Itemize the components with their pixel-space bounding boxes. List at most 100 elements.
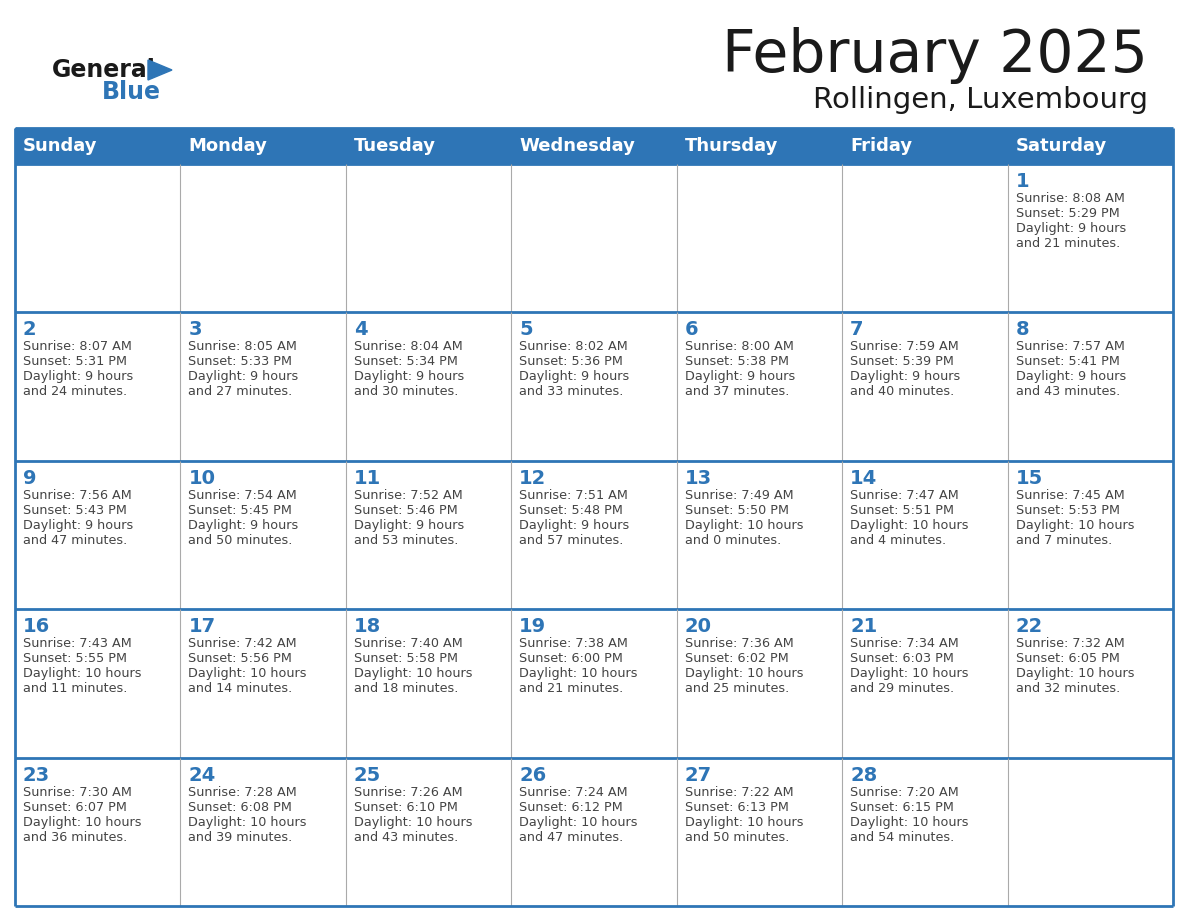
Text: 5: 5: [519, 320, 533, 340]
Text: Sunset: 6:00 PM: Sunset: 6:00 PM: [519, 652, 624, 666]
Text: and 37 minutes.: and 37 minutes.: [684, 386, 789, 398]
Text: Sunset: 5:48 PM: Sunset: 5:48 PM: [519, 504, 624, 517]
Text: Sunset: 5:36 PM: Sunset: 5:36 PM: [519, 355, 624, 368]
Text: Sunrise: 8:04 AM: Sunrise: 8:04 AM: [354, 341, 462, 353]
Text: Daylight: 9 hours: Daylight: 9 hours: [1016, 370, 1126, 384]
Text: Daylight: 10 hours: Daylight: 10 hours: [519, 815, 638, 829]
Text: 17: 17: [189, 617, 215, 636]
Text: Sunrise: 7:52 AM: Sunrise: 7:52 AM: [354, 488, 462, 502]
Text: Sunset: 5:50 PM: Sunset: 5:50 PM: [684, 504, 789, 517]
Text: Daylight: 9 hours: Daylight: 9 hours: [23, 370, 133, 384]
Text: Sunrise: 7:20 AM: Sunrise: 7:20 AM: [851, 786, 959, 799]
Polygon shape: [148, 60, 172, 80]
Text: Daylight: 10 hours: Daylight: 10 hours: [684, 667, 803, 680]
Text: Sunset: 6:05 PM: Sunset: 6:05 PM: [1016, 652, 1119, 666]
Text: Sunrise: 8:07 AM: Sunrise: 8:07 AM: [23, 341, 132, 353]
Text: 24: 24: [189, 766, 216, 785]
Text: Daylight: 10 hours: Daylight: 10 hours: [1016, 519, 1135, 532]
Text: and 21 minutes.: and 21 minutes.: [519, 682, 624, 695]
Text: and 29 minutes.: and 29 minutes.: [851, 682, 954, 695]
Text: Rollingen, Luxembourg: Rollingen, Luxembourg: [813, 86, 1148, 114]
Text: Sunrise: 7:43 AM: Sunrise: 7:43 AM: [23, 637, 132, 650]
Text: Sunrise: 7:54 AM: Sunrise: 7:54 AM: [189, 488, 297, 502]
Text: Daylight: 9 hours: Daylight: 9 hours: [23, 519, 133, 532]
Text: Daylight: 10 hours: Daylight: 10 hours: [851, 815, 968, 829]
Text: Sunrise: 7:40 AM: Sunrise: 7:40 AM: [354, 637, 462, 650]
Text: and 4 minutes.: and 4 minutes.: [851, 533, 947, 547]
Text: Daylight: 10 hours: Daylight: 10 hours: [189, 667, 307, 680]
Text: 13: 13: [684, 469, 712, 487]
Text: and 39 minutes.: and 39 minutes.: [189, 831, 292, 844]
Text: and 50 minutes.: and 50 minutes.: [684, 831, 789, 844]
Text: Daylight: 10 hours: Daylight: 10 hours: [23, 667, 141, 680]
Text: Sunset: 5:34 PM: Sunset: 5:34 PM: [354, 355, 457, 368]
Text: Sunset: 6:10 PM: Sunset: 6:10 PM: [354, 800, 457, 813]
Text: Sunset: 5:39 PM: Sunset: 5:39 PM: [851, 355, 954, 368]
Text: Sunset: 5:33 PM: Sunset: 5:33 PM: [189, 355, 292, 368]
Text: and 53 minutes.: and 53 minutes.: [354, 533, 459, 547]
Text: Sunset: 5:46 PM: Sunset: 5:46 PM: [354, 504, 457, 517]
Text: Sunrise: 7:36 AM: Sunrise: 7:36 AM: [684, 637, 794, 650]
Text: Daylight: 10 hours: Daylight: 10 hours: [851, 519, 968, 532]
Text: Sunset: 6:07 PM: Sunset: 6:07 PM: [23, 800, 127, 813]
Text: Sunset: 6:12 PM: Sunset: 6:12 PM: [519, 800, 623, 813]
Text: Wednesday: Wednesday: [519, 137, 636, 155]
Text: and 47 minutes.: and 47 minutes.: [23, 533, 127, 547]
Text: Sunset: 5:56 PM: Sunset: 5:56 PM: [189, 652, 292, 666]
Text: Sunset: 5:53 PM: Sunset: 5:53 PM: [1016, 504, 1119, 517]
Text: Daylight: 10 hours: Daylight: 10 hours: [851, 667, 968, 680]
Text: Sunset: 6:08 PM: Sunset: 6:08 PM: [189, 800, 292, 813]
Text: 14: 14: [851, 469, 878, 487]
Text: Sunrise: 7:34 AM: Sunrise: 7:34 AM: [851, 637, 959, 650]
Text: Daylight: 10 hours: Daylight: 10 hours: [519, 667, 638, 680]
Text: Tuesday: Tuesday: [354, 137, 436, 155]
Text: 25: 25: [354, 766, 381, 785]
Text: 16: 16: [23, 617, 50, 636]
Text: Daylight: 9 hours: Daylight: 9 hours: [851, 370, 960, 384]
Text: Monday: Monday: [189, 137, 267, 155]
Text: and 54 minutes.: and 54 minutes.: [851, 831, 954, 844]
Text: and 47 minutes.: and 47 minutes.: [519, 831, 624, 844]
Text: Sunrise: 7:30 AM: Sunrise: 7:30 AM: [23, 786, 132, 799]
Text: and 33 minutes.: and 33 minutes.: [519, 386, 624, 398]
Text: Sunrise: 8:00 AM: Sunrise: 8:00 AM: [684, 341, 794, 353]
Text: Sunrise: 7:45 AM: Sunrise: 7:45 AM: [1016, 488, 1124, 502]
Text: Sunrise: 8:02 AM: Sunrise: 8:02 AM: [519, 341, 628, 353]
Text: 22: 22: [1016, 617, 1043, 636]
Text: and 30 minutes.: and 30 minutes.: [354, 386, 459, 398]
Text: Sunrise: 7:38 AM: Sunrise: 7:38 AM: [519, 637, 628, 650]
Text: Daylight: 10 hours: Daylight: 10 hours: [189, 815, 307, 829]
Text: and 11 minutes.: and 11 minutes.: [23, 682, 127, 695]
Text: General: General: [52, 58, 156, 82]
Text: Daylight: 9 hours: Daylight: 9 hours: [519, 370, 630, 384]
Text: 6: 6: [684, 320, 699, 340]
Text: 15: 15: [1016, 469, 1043, 487]
Text: and 40 minutes.: and 40 minutes.: [851, 386, 954, 398]
Text: Sunrise: 7:51 AM: Sunrise: 7:51 AM: [519, 488, 628, 502]
Text: Sunrise: 7:22 AM: Sunrise: 7:22 AM: [684, 786, 794, 799]
Text: and 7 minutes.: and 7 minutes.: [1016, 533, 1112, 547]
Text: Sunset: 5:38 PM: Sunset: 5:38 PM: [684, 355, 789, 368]
Text: Sunset: 5:29 PM: Sunset: 5:29 PM: [1016, 207, 1119, 220]
Text: 12: 12: [519, 469, 546, 487]
Text: and 43 minutes.: and 43 minutes.: [354, 831, 459, 844]
Text: Sunday: Sunday: [23, 137, 97, 155]
Text: and 36 minutes.: and 36 minutes.: [23, 831, 127, 844]
Text: 9: 9: [23, 469, 37, 487]
Text: Daylight: 9 hours: Daylight: 9 hours: [684, 370, 795, 384]
Text: Sunrise: 7:26 AM: Sunrise: 7:26 AM: [354, 786, 462, 799]
Text: Saturday: Saturday: [1016, 137, 1107, 155]
Text: 19: 19: [519, 617, 546, 636]
Text: Daylight: 10 hours: Daylight: 10 hours: [1016, 667, 1135, 680]
Text: and 24 minutes.: and 24 minutes.: [23, 386, 127, 398]
Text: 23: 23: [23, 766, 50, 785]
Text: Sunrise: 7:28 AM: Sunrise: 7:28 AM: [189, 786, 297, 799]
Text: 3: 3: [189, 320, 202, 340]
Bar: [15, 128, 1173, 164]
Text: Daylight: 10 hours: Daylight: 10 hours: [354, 815, 473, 829]
Text: 18: 18: [354, 617, 381, 636]
Text: and 18 minutes.: and 18 minutes.: [354, 682, 459, 695]
Text: Daylight: 9 hours: Daylight: 9 hours: [189, 370, 298, 384]
Text: 8: 8: [1016, 320, 1029, 340]
Text: Sunset: 6:13 PM: Sunset: 6:13 PM: [684, 800, 789, 813]
